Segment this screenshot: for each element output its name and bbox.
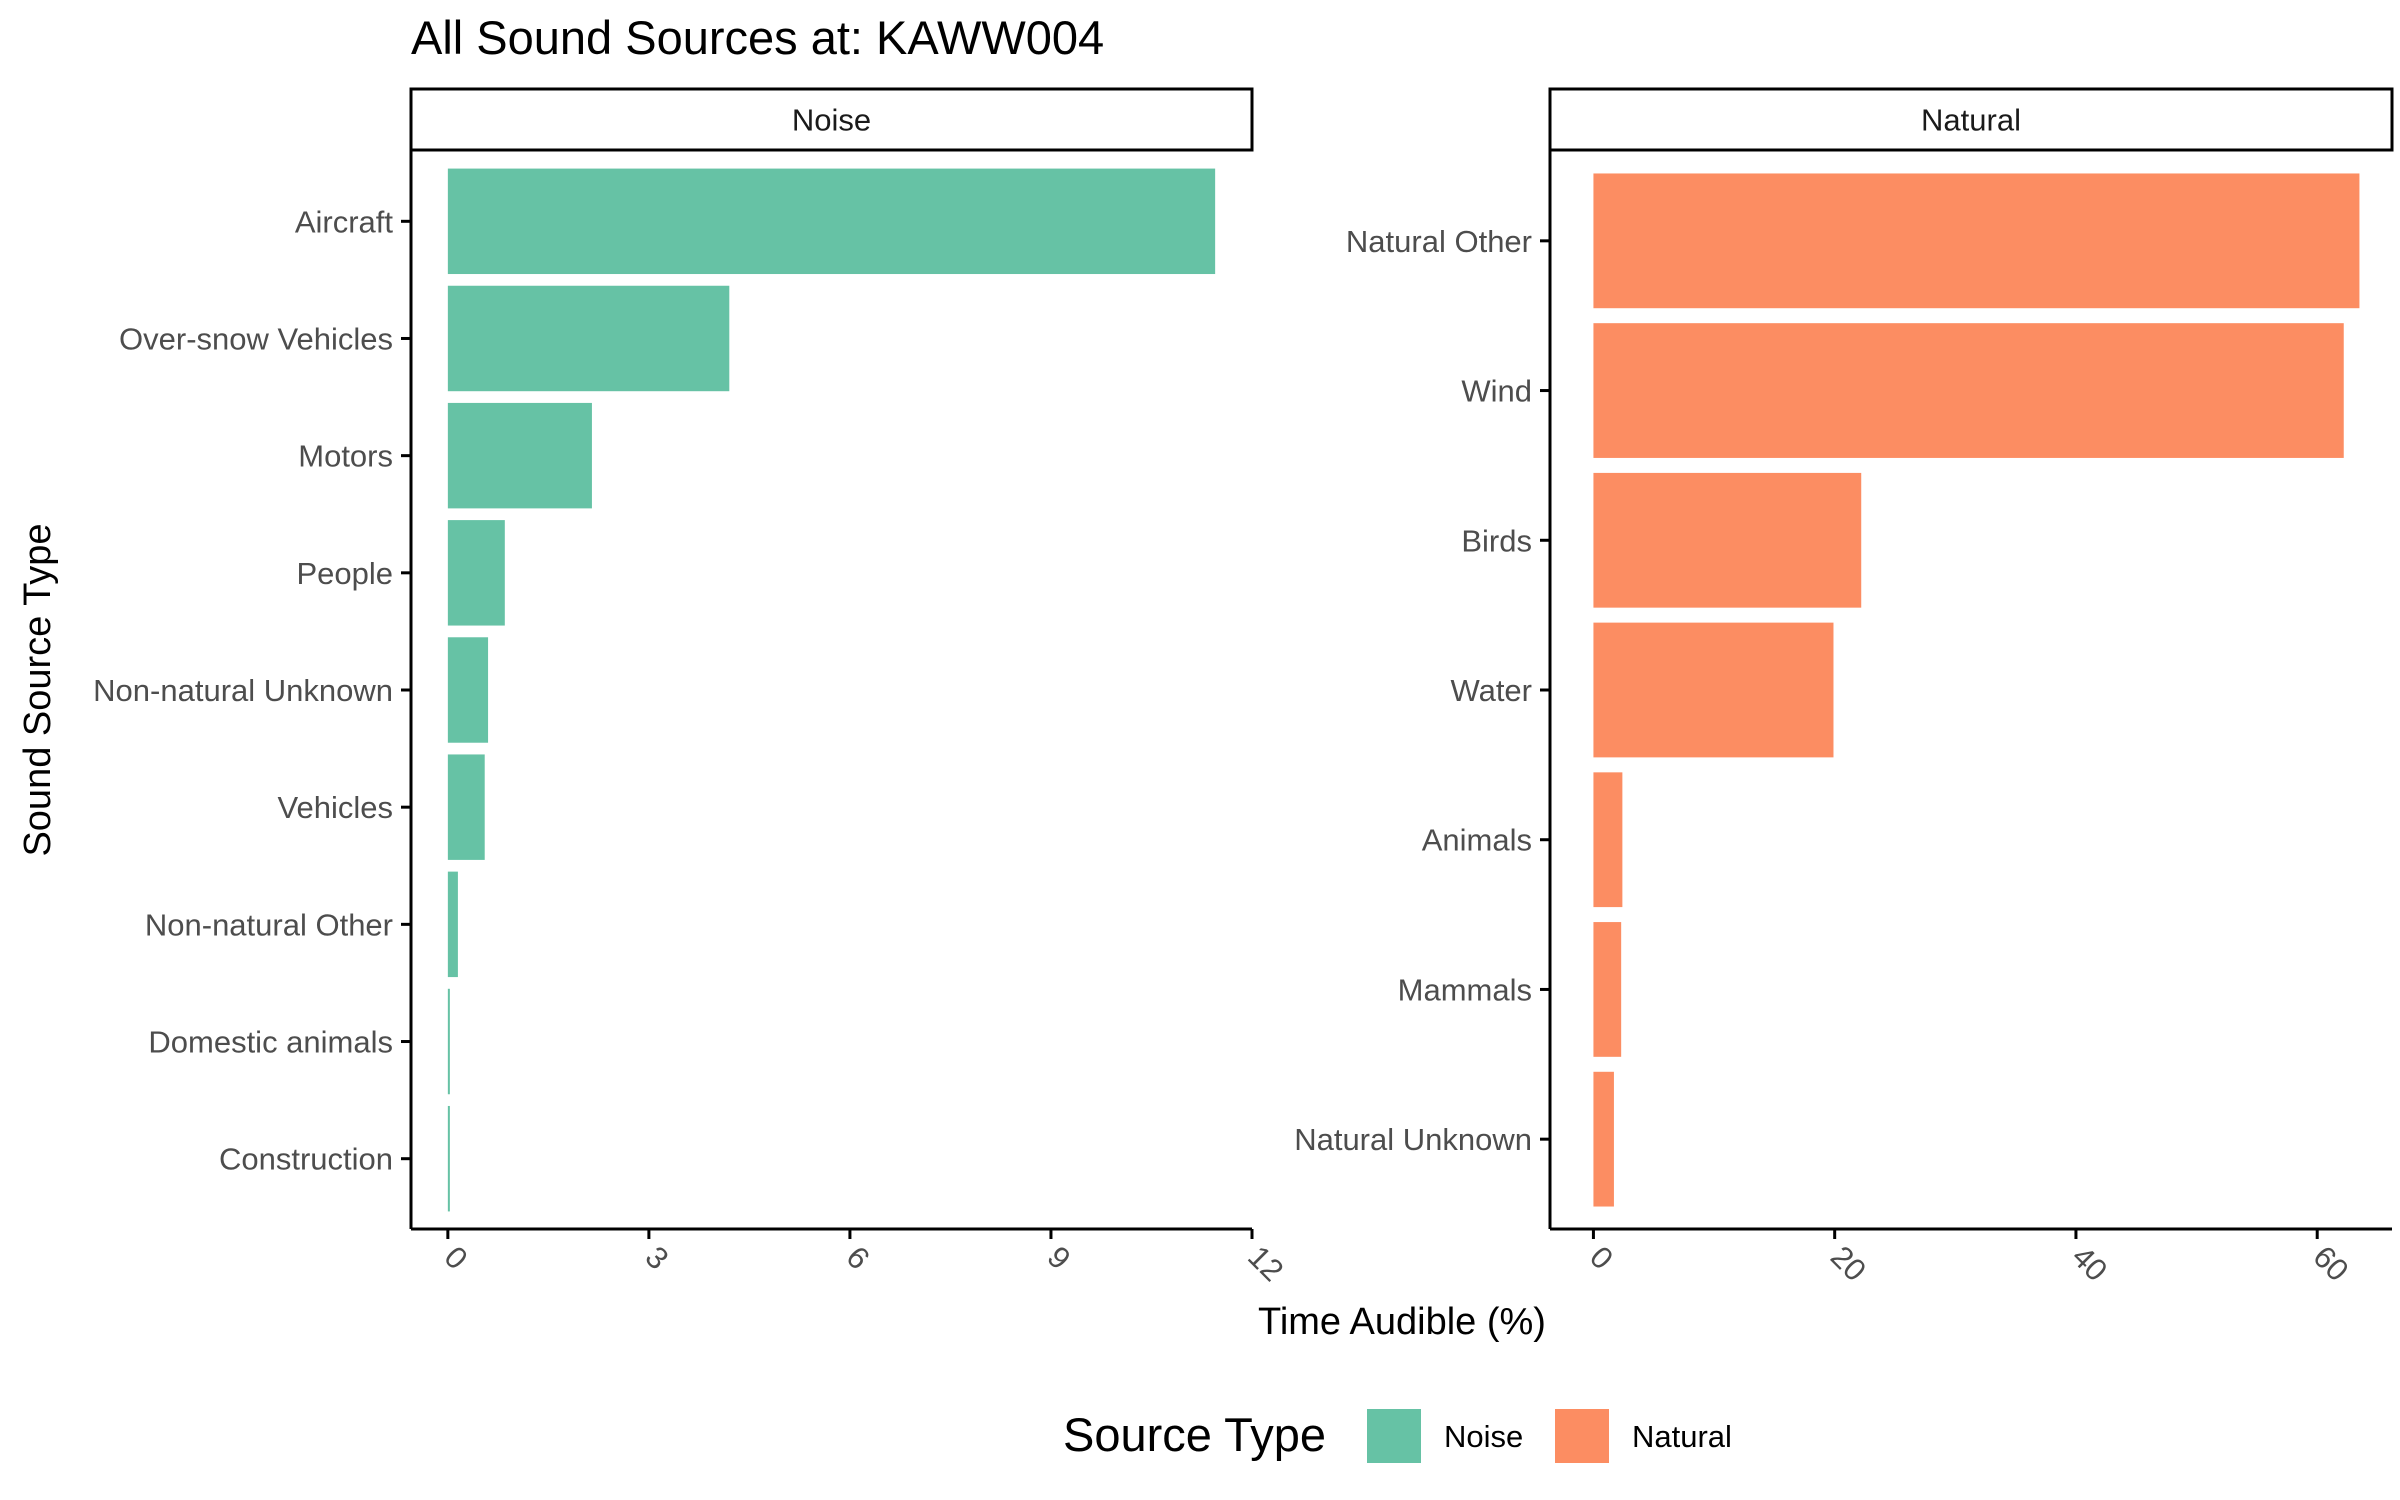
x-tick-label-noise-2: 6 [840, 1239, 877, 1276]
legend-label-noise: Noise [1444, 1419, 1523, 1454]
facet-strip-label-natural: Natural [1921, 103, 2021, 138]
x-tick-label-noise-4: 12 [1241, 1239, 1290, 1288]
bar-noise-5 [447, 754, 485, 860]
bar-noise-4 [447, 637, 489, 743]
legend-title: Source Type [1063, 1408, 1326, 1461]
y-tick-label-noise-4: Non-natural Unknown [93, 673, 393, 708]
chart-title: All Sound Sources at: KAWW004 [411, 11, 1104, 64]
bar-natural-0 [1593, 173, 2360, 309]
facet-panels: Noise Aircraft Over-snow Vehicles Motors Peo… [93, 87, 2394, 1288]
y-tick-label-noise-1: Over-snow Vehicles [119, 321, 393, 356]
facet-natural: Natural Natural Other Wind Birds Water Animal… [1294, 87, 2394, 1288]
y-tick-label-natural-2: Birds [1461, 523, 1532, 558]
bar-natural-2 [1593, 472, 1862, 608]
bar-noise-1 [447, 285, 730, 392]
bar-noise-8 [447, 1105, 450, 1212]
y-axis-title: Sound Source Type [17, 523, 59, 856]
bar-natural-6 [1593, 1071, 1614, 1207]
x-tick-label-noise-1: 3 [639, 1239, 676, 1276]
facet-strip-noise [409, 87, 1254, 152]
y-tick-label-natural-1: Wind [1461, 374, 1532, 409]
legend-swatch-natural [1555, 1409, 1609, 1463]
y-tick-label-noise-0: Aircraft [295, 204, 394, 239]
x-tick-label-natural-2: 40 [2065, 1239, 2114, 1288]
bar-noise-7 [447, 988, 450, 1095]
y-tick-label-natural-0: Natural Other [1346, 224, 1532, 259]
legend: Noise Natural [1367, 1409, 1732, 1463]
x-tick-label-natural-3: 60 [2306, 1239, 2355, 1288]
bar-natural-3 [1593, 622, 1834, 758]
x-axis-title: Time Audible (%) [1258, 1301, 1546, 1343]
y-tick-label-natural-4: Animals [1422, 823, 1532, 858]
bar-noise-3 [447, 520, 505, 626]
bar-noise-6 [447, 871, 458, 978]
bar-natural-1 [1593, 323, 2344, 458]
y-tick-label-noise-2: Motors [298, 439, 393, 474]
y-tick-label-natural-5: Mammals [1398, 972, 1532, 1007]
bar-noise-0 [447, 168, 1216, 275]
facet-noise: Noise Aircraft Over-snow Vehicles Motors Peo… [93, 87, 1290, 1288]
x-tick-label-natural-0: 0 [1583, 1239, 1620, 1276]
y-tick-label-noise-5: Vehicles [278, 790, 393, 825]
y-tick-label-noise-6: Non-natural Other [145, 907, 393, 942]
bar-natural-4 [1593, 772, 1623, 908]
legend-swatch-noise [1367, 1409, 1421, 1463]
y-tick-label-noise-8: Construction [219, 1142, 393, 1177]
y-tick-label-natural-3: Water [1450, 673, 1532, 708]
x-tick-label-noise-0: 0 [438, 1239, 475, 1276]
bar-noise-2 [447, 402, 592, 509]
legend-label-natural: Natural [1632, 1419, 1732, 1454]
facet-strip-natural [1548, 87, 2394, 152]
y-tick-label-noise-3: People [296, 556, 393, 591]
x-tick-label-noise-3: 9 [1041, 1239, 1078, 1276]
facet-strip-label-noise: Noise [792, 103, 871, 138]
y-tick-label-natural-6: Natural Unknown [1294, 1122, 1532, 1157]
bar-natural-5 [1593, 922, 1622, 1057]
y-tick-label-noise-7: Domestic animals [148, 1025, 393, 1060]
x-tick-label-natural-1: 20 [1824, 1239, 1873, 1288]
